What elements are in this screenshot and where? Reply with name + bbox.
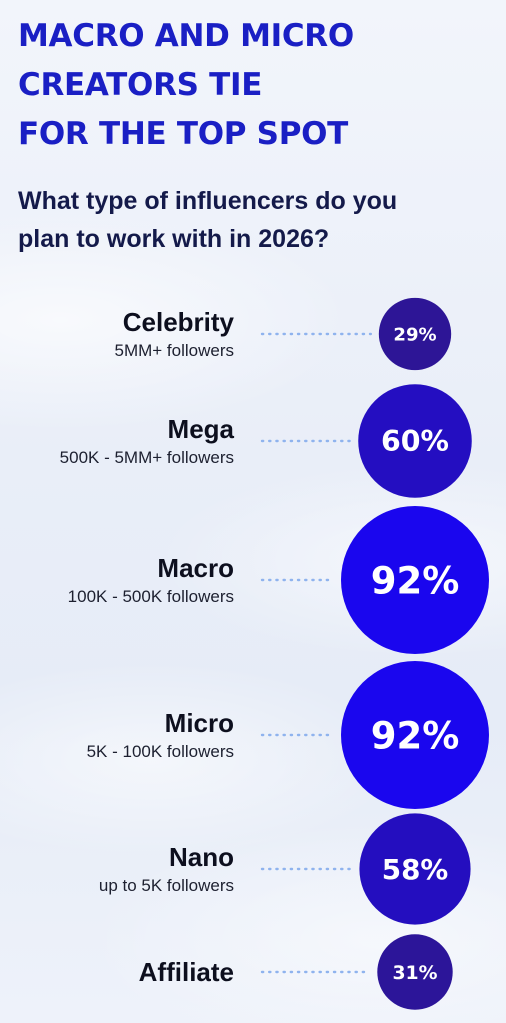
category-label-mega: Mega bbox=[168, 414, 235, 444]
page-title: MACRO AND MICRO CREATORS TIE FOR THE TOP… bbox=[18, 12, 354, 159]
question-line-2: plan to work with in 2026? bbox=[18, 225, 330, 253]
title-line-2: CREATORS TIE bbox=[18, 67, 263, 103]
category-sublabel-macro: 100K - 500K followers bbox=[68, 587, 234, 606]
category-sublabel-mega: 500K - 5MM+ followers bbox=[60, 448, 234, 467]
bubble-value-micro: 92% bbox=[371, 714, 460, 757]
bubble-value-macro: 92% bbox=[371, 559, 460, 602]
bubble-value-nano: 58% bbox=[382, 853, 449, 886]
bubble-mega bbox=[358, 384, 472, 498]
title-line-1: MACRO AND MICRO bbox=[18, 18, 354, 54]
category-label-micro: Micro bbox=[165, 708, 234, 738]
bubble-value-celebrity: 29% bbox=[393, 325, 436, 346]
bubble-value-mega: 60% bbox=[381, 425, 449, 458]
title-line-3: FOR THE TOP SPOT bbox=[18, 116, 349, 152]
category-sublabel-celebrity: 5MM+ followers bbox=[114, 341, 234, 360]
category-label-macro: Macro bbox=[157, 553, 234, 583]
category-sublabel-nano: up to 5K followers bbox=[99, 876, 234, 895]
question-subtitle: What type of influencers do you plan to … bbox=[18, 182, 397, 258]
bubble-value-affiliate: 31% bbox=[392, 963, 437, 984]
bubble-nano bbox=[359, 813, 471, 925]
question-line-1: What type of influencers do you bbox=[18, 187, 398, 215]
category-label-nano: Nano bbox=[169, 842, 234, 872]
bubble-micro bbox=[341, 661, 489, 809]
bubble-celebrity bbox=[378, 297, 452, 371]
category-sublabel-micro: 5K - 100K followers bbox=[87, 742, 234, 761]
category-label-celebrity: Celebrity bbox=[123, 307, 235, 337]
bubble-macro bbox=[341, 506, 489, 654]
category-label-affiliate: Affiliate bbox=[139, 957, 234, 987]
bubble-affiliate bbox=[377, 934, 453, 1010]
